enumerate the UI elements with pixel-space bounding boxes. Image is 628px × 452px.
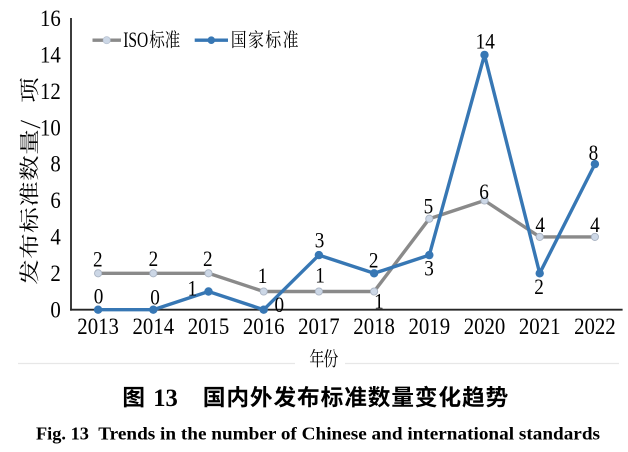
svg-text:5: 5 — [424, 193, 434, 218]
svg-text:0: 0 — [150, 285, 160, 310]
svg-text:2: 2 — [369, 248, 379, 273]
svg-text:2: 2 — [93, 246, 103, 271]
svg-text:2022: 2022 — [574, 314, 616, 339]
svg-text:8: 8 — [50, 152, 60, 177]
svg-text:16: 16 — [40, 6, 61, 31]
svg-text:1: 1 — [258, 263, 268, 288]
svg-text:2: 2 — [203, 246, 213, 271]
svg-text:4: 4 — [50, 225, 61, 250]
svg-text:Trends in the number of Chines: Trends in the number of Chinese and inte… — [98, 423, 600, 443]
svg-text:2: 2 — [50, 261, 60, 286]
svg-text:2: 2 — [534, 274, 544, 299]
svg-text:13: 13 — [153, 385, 178, 412]
svg-text:10: 10 — [40, 115, 61, 140]
svg-text:0: 0 — [275, 292, 285, 317]
svg-text:0: 0 — [50, 297, 60, 322]
svg-text:1: 1 — [188, 276, 198, 301]
svg-text:2: 2 — [149, 246, 159, 271]
svg-text:1: 1 — [315, 262, 325, 287]
svg-text:14: 14 — [40, 43, 61, 68]
svg-text:4: 4 — [590, 212, 600, 237]
svg-text:6: 6 — [479, 179, 489, 204]
svg-text:4: 4 — [535, 212, 545, 237]
svg-text:3: 3 — [424, 255, 434, 280]
svg-text:Fig. 13: Fig. 13 — [36, 423, 89, 443]
svg-text:12: 12 — [40, 79, 61, 104]
svg-text:0: 0 — [94, 284, 104, 309]
svg-text:ISO: ISO — [123, 27, 148, 52]
svg-text:2015: 2015 — [188, 314, 230, 339]
svg-text:2017: 2017 — [298, 314, 340, 339]
svg-text:2013: 2013 — [77, 314, 119, 339]
svg-text:8: 8 — [589, 140, 599, 165]
svg-text:2014: 2014 — [133, 314, 175, 339]
svg-text:14: 14 — [476, 29, 495, 54]
svg-text:1: 1 — [374, 289, 384, 314]
svg-text:2018: 2018 — [353, 314, 395, 339]
svg-text:2016: 2016 — [243, 314, 285, 339]
svg-text:2021: 2021 — [519, 314, 561, 339]
svg-text:6: 6 — [50, 188, 60, 213]
svg-text:2019: 2019 — [409, 314, 451, 339]
svg-text:2020: 2020 — [464, 314, 506, 339]
svg-text:3: 3 — [315, 227, 325, 252]
